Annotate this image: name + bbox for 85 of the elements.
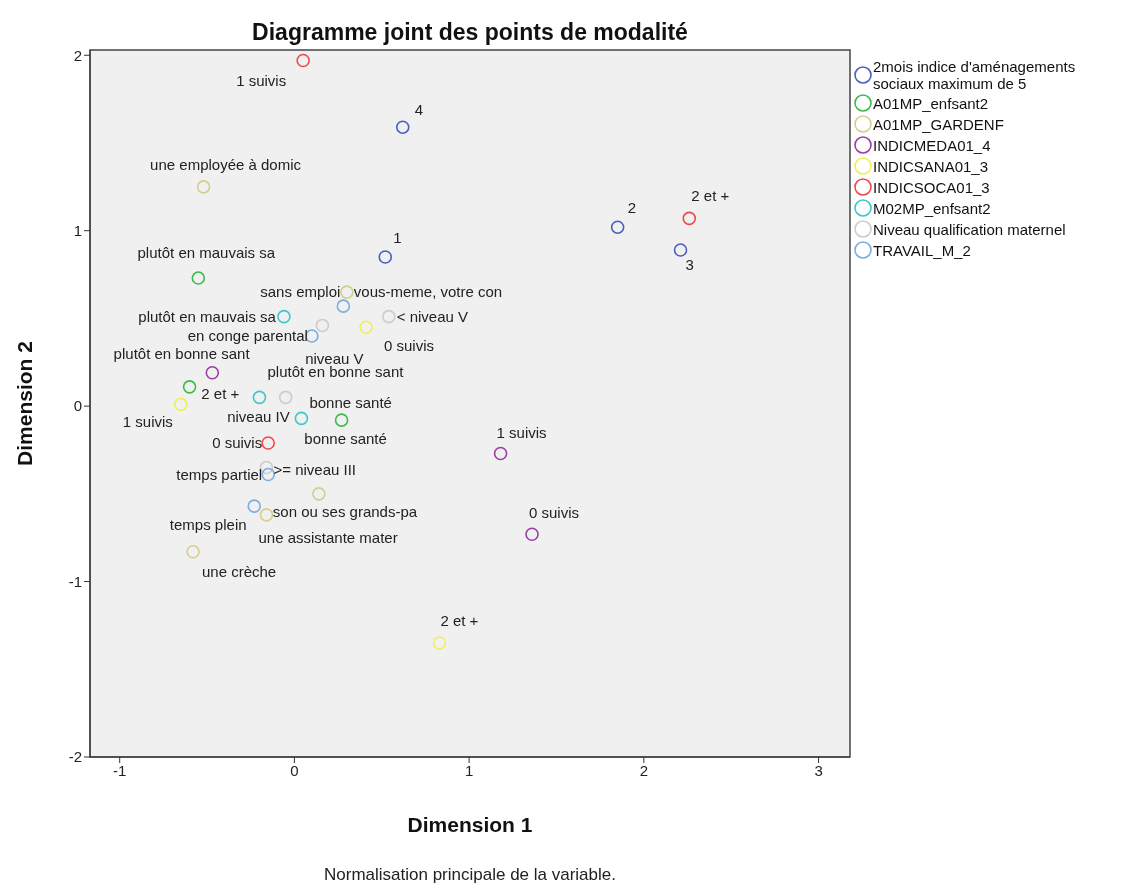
- legend-label: TRAVAIL_M_2: [873, 241, 971, 259]
- point: [315, 318, 330, 333]
- annotation: 2 et +: [440, 611, 479, 629]
- annotation: 1 suivis: [236, 71, 287, 89]
- annotation: 0 suivis: [212, 433, 263, 451]
- point: [610, 220, 625, 234]
- point: [432, 636, 447, 650]
- annotation: bonne santé: [309, 394, 392, 412]
- annotation: < niveau V: [396, 307, 469, 325]
- legend-label: INDICSOCA01_3: [873, 178, 990, 196]
- point: [259, 460, 274, 475]
- x-tick-label: 3: [814, 761, 823, 779]
- annotation: plutôt en mauvais sa: [138, 307, 277, 325]
- point: [261, 436, 276, 450]
- point: [174, 397, 188, 412]
- annotation: niveau IV: [227, 408, 290, 426]
- point: [682, 211, 697, 226]
- annotation: 0 suivis: [529, 504, 580, 522]
- chart-title: Diagramme joint des points de modalité: [252, 19, 688, 45]
- point: [673, 243, 688, 257]
- annotation: son ou ses grands-pa: [272, 502, 418, 520]
- annotation: une assistante mater: [258, 528, 398, 546]
- point: [182, 380, 197, 394]
- annotation: 3: [685, 256, 694, 273]
- point: [525, 527, 539, 541]
- annotation: plutôt en mauvais sa: [137, 244, 276, 262]
- legend-label: INDICSANA01_3: [873, 157, 989, 175]
- annotation: en conge parental: [187, 326, 308, 344]
- y-axis-title: Dimension 2: [13, 341, 36, 466]
- legend-label: 2mois indice d'aménagements sociaux maximum de 5: [873, 58, 1077, 92]
- point: [259, 508, 274, 522]
- point: [312, 487, 326, 501]
- point: [395, 120, 410, 134]
- annotation: 1: [393, 229, 402, 247]
- x-tick-label: -1: [113, 761, 127, 779]
- annotation: bonne santé: [304, 430, 387, 448]
- legend-label: A01MP_enfsant2: [873, 94, 989, 112]
- annotation: >= niveau III: [273, 460, 357, 478]
- point: [205, 366, 220, 380]
- legend-label: Niveau qualification maternel: [873, 220, 1066, 238]
- annotation: 4: [414, 101, 424, 119]
- point: [294, 411, 309, 426]
- annotation: 2 et +: [201, 384, 240, 402]
- annotation: une crèche: [201, 562, 277, 580]
- point: [493, 446, 508, 461]
- point: [261, 467, 276, 482]
- annotation: temps partiel: [176, 465, 263, 483]
- annotation: 2: [627, 199, 636, 217]
- annotation: 0 suivis: [384, 337, 435, 355]
- y-tick-label: 0: [73, 397, 82, 415]
- x-tick-label: 1: [464, 761, 474, 779]
- text: Normalisation principale de la variable.: [324, 865, 616, 884]
- y-tick-label: -1: [68, 572, 82, 590]
- point: [381, 309, 396, 324]
- point: [278, 390, 293, 405]
- x-axis-title: Dimension 1: [407, 813, 533, 836]
- point: [359, 320, 373, 334]
- annotation: 1 suivis: [122, 413, 173, 431]
- annotation: 1 suivis: [496, 424, 547, 442]
- annotation: vous-meme, votre con: [353, 283, 503, 301]
- point: [277, 309, 291, 324]
- point: [378, 250, 393, 264]
- legend-label: INDICMEDA01_4: [873, 136, 991, 154]
- annotation: plutôt en bonne sant: [113, 344, 251, 362]
- annotation: 2 et +: [691, 187, 730, 205]
- annotation: une employée à domic: [150, 155, 302, 173]
- x-tick-label: 2: [639, 761, 649, 779]
- point: [191, 271, 206, 285]
- point: [296, 53, 310, 68]
- legend-label: A01MP_GARDENF: [873, 115, 1004, 133]
- y-tick-label: -2: [68, 748, 82, 766]
- point: [186, 544, 200, 559]
- point: [340, 285, 354, 299]
- x-tick-label: 0: [290, 761, 299, 779]
- y-tick-label: 1: [73, 222, 82, 240]
- point: [247, 499, 262, 513]
- annotation: sans emploi: [260, 283, 341, 301]
- point: [334, 413, 349, 427]
- point: [196, 180, 211, 194]
- point: [252, 390, 267, 405]
- legend-label: M02MP_enfsant2: [873, 199, 991, 217]
- annotation: temps plein: [169, 516, 247, 534]
- point: [336, 299, 351, 313]
- annotation: plutôt en bonne sant: [267, 363, 405, 381]
- y-tick-label: 2: [73, 46, 82, 64]
